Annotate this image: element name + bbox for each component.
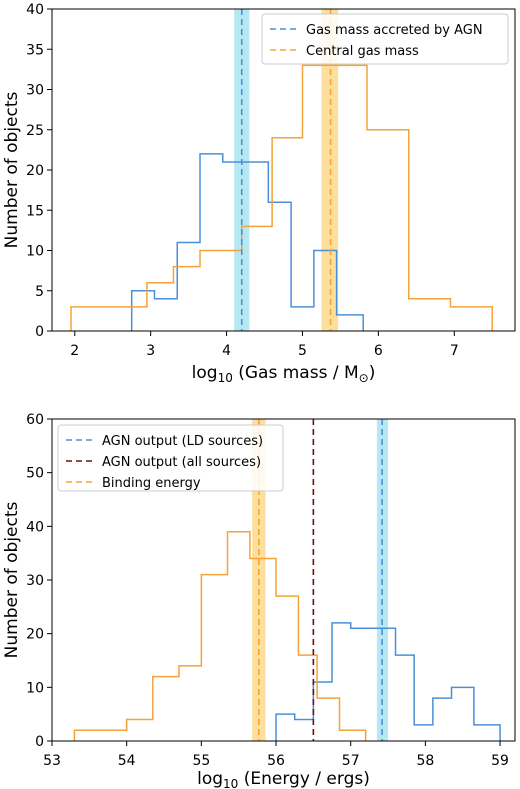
legend-label: Binding energy (102, 476, 201, 491)
y-tick-label: 30 (26, 573, 44, 589)
x-tick-label: 7 (450, 343, 459, 359)
y-tick-label: 0 (35, 324, 44, 340)
x-tick-label: 55 (192, 753, 210, 769)
y-axis-label: Number of objects (2, 501, 22, 658)
legend-box (261, 13, 509, 65)
x-tick-label: 57 (342, 753, 360, 769)
y-tick-label: 10 (26, 680, 44, 696)
bottom-histogram-panel: 53 54 55 56 57 58 59 0 10 20 30 40 50 60 log10 (Energy… (2, 412, 516, 789)
y-tick-label: 40 (26, 2, 44, 18)
legend-label: AGN output (LD sources) (102, 434, 263, 449)
y-tick-label: 35 (26, 42, 44, 58)
histogram-series-2 (73, 530, 367, 741)
top-histogram-panel: 2 3 4 5 6 7 0 5 10 15 20 25 30 35 40 log10 (Gas mass / … (2, 2, 516, 385)
x-tick-label: 56 (267, 753, 285, 769)
legend-box (57, 424, 284, 492)
y-axis-label: Number of objects (2, 91, 22, 248)
x-tick-label: 5 (298, 343, 307, 359)
x-tick-label: 53 (43, 753, 61, 769)
legend-label: Gas mass accreted by AGN (306, 23, 483, 38)
histogram-series-0 (130, 153, 364, 331)
x-tick-label: 2 (70, 343, 79, 359)
histogram-series-1 (70, 64, 493, 331)
y-tick-label: 25 (26, 123, 44, 139)
x-tick-label: 6 (374, 343, 383, 359)
histogram-series-0 (275, 622, 501, 741)
x-tick-label: 58 (416, 753, 434, 769)
y-tick-label: 20 (26, 163, 44, 179)
y-tick-label: 10 (26, 244, 44, 260)
y-tick-label: 5 (35, 284, 44, 300)
y-tick-label: 60 (26, 412, 44, 428)
legend-label: AGN output (all sources) (102, 455, 261, 470)
legend-label: Central gas mass (306, 44, 419, 59)
x-tick-label: 4 (222, 343, 231, 359)
y-tick-label: 30 (26, 83, 44, 99)
x-tick-label: 3 (146, 343, 155, 359)
y-tick-label: 40 (26, 519, 44, 535)
y-tick-label: 20 (26, 627, 44, 643)
x-tick-label: 59 (491, 753, 509, 769)
x-axis-label: log10 (Energy / ergs) (197, 769, 370, 789)
y-tick-label: 0 (35, 734, 44, 750)
x-tick-label: 54 (118, 753, 136, 769)
y-tick-label: 15 (26, 203, 44, 219)
y-tick-label: 50 (26, 466, 44, 482)
x-axis-label: log10 (Gas mass / M⊙) (192, 363, 376, 385)
